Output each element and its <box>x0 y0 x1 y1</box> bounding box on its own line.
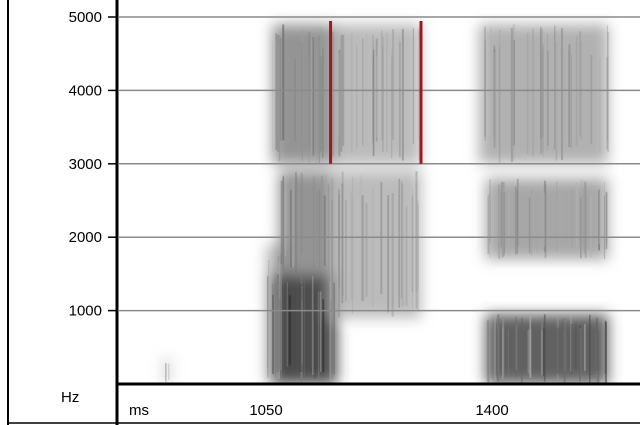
energy-blob <box>163 358 170 383</box>
plot-area <box>119 16 640 383</box>
x-unit-label: ms <box>129 402 149 419</box>
energy-blob <box>485 314 609 383</box>
energy-blob <box>479 24 609 164</box>
y-tick-label: 5000 <box>69 9 102 26</box>
x-tick-label: 1050 <box>249 402 282 419</box>
y-tick-label: 1000 <box>69 303 102 320</box>
energy-blob <box>485 178 609 260</box>
energy-blob <box>272 273 338 383</box>
y-tick-label: 2000 <box>69 229 102 246</box>
energy-blob <box>272 24 338 164</box>
y-tick-label: 3000 <box>69 156 102 173</box>
x-tick-label: 1400 <box>475 402 508 419</box>
y-unit-label: Hz <box>61 389 79 406</box>
y-tick-label: 4000 <box>69 82 102 99</box>
